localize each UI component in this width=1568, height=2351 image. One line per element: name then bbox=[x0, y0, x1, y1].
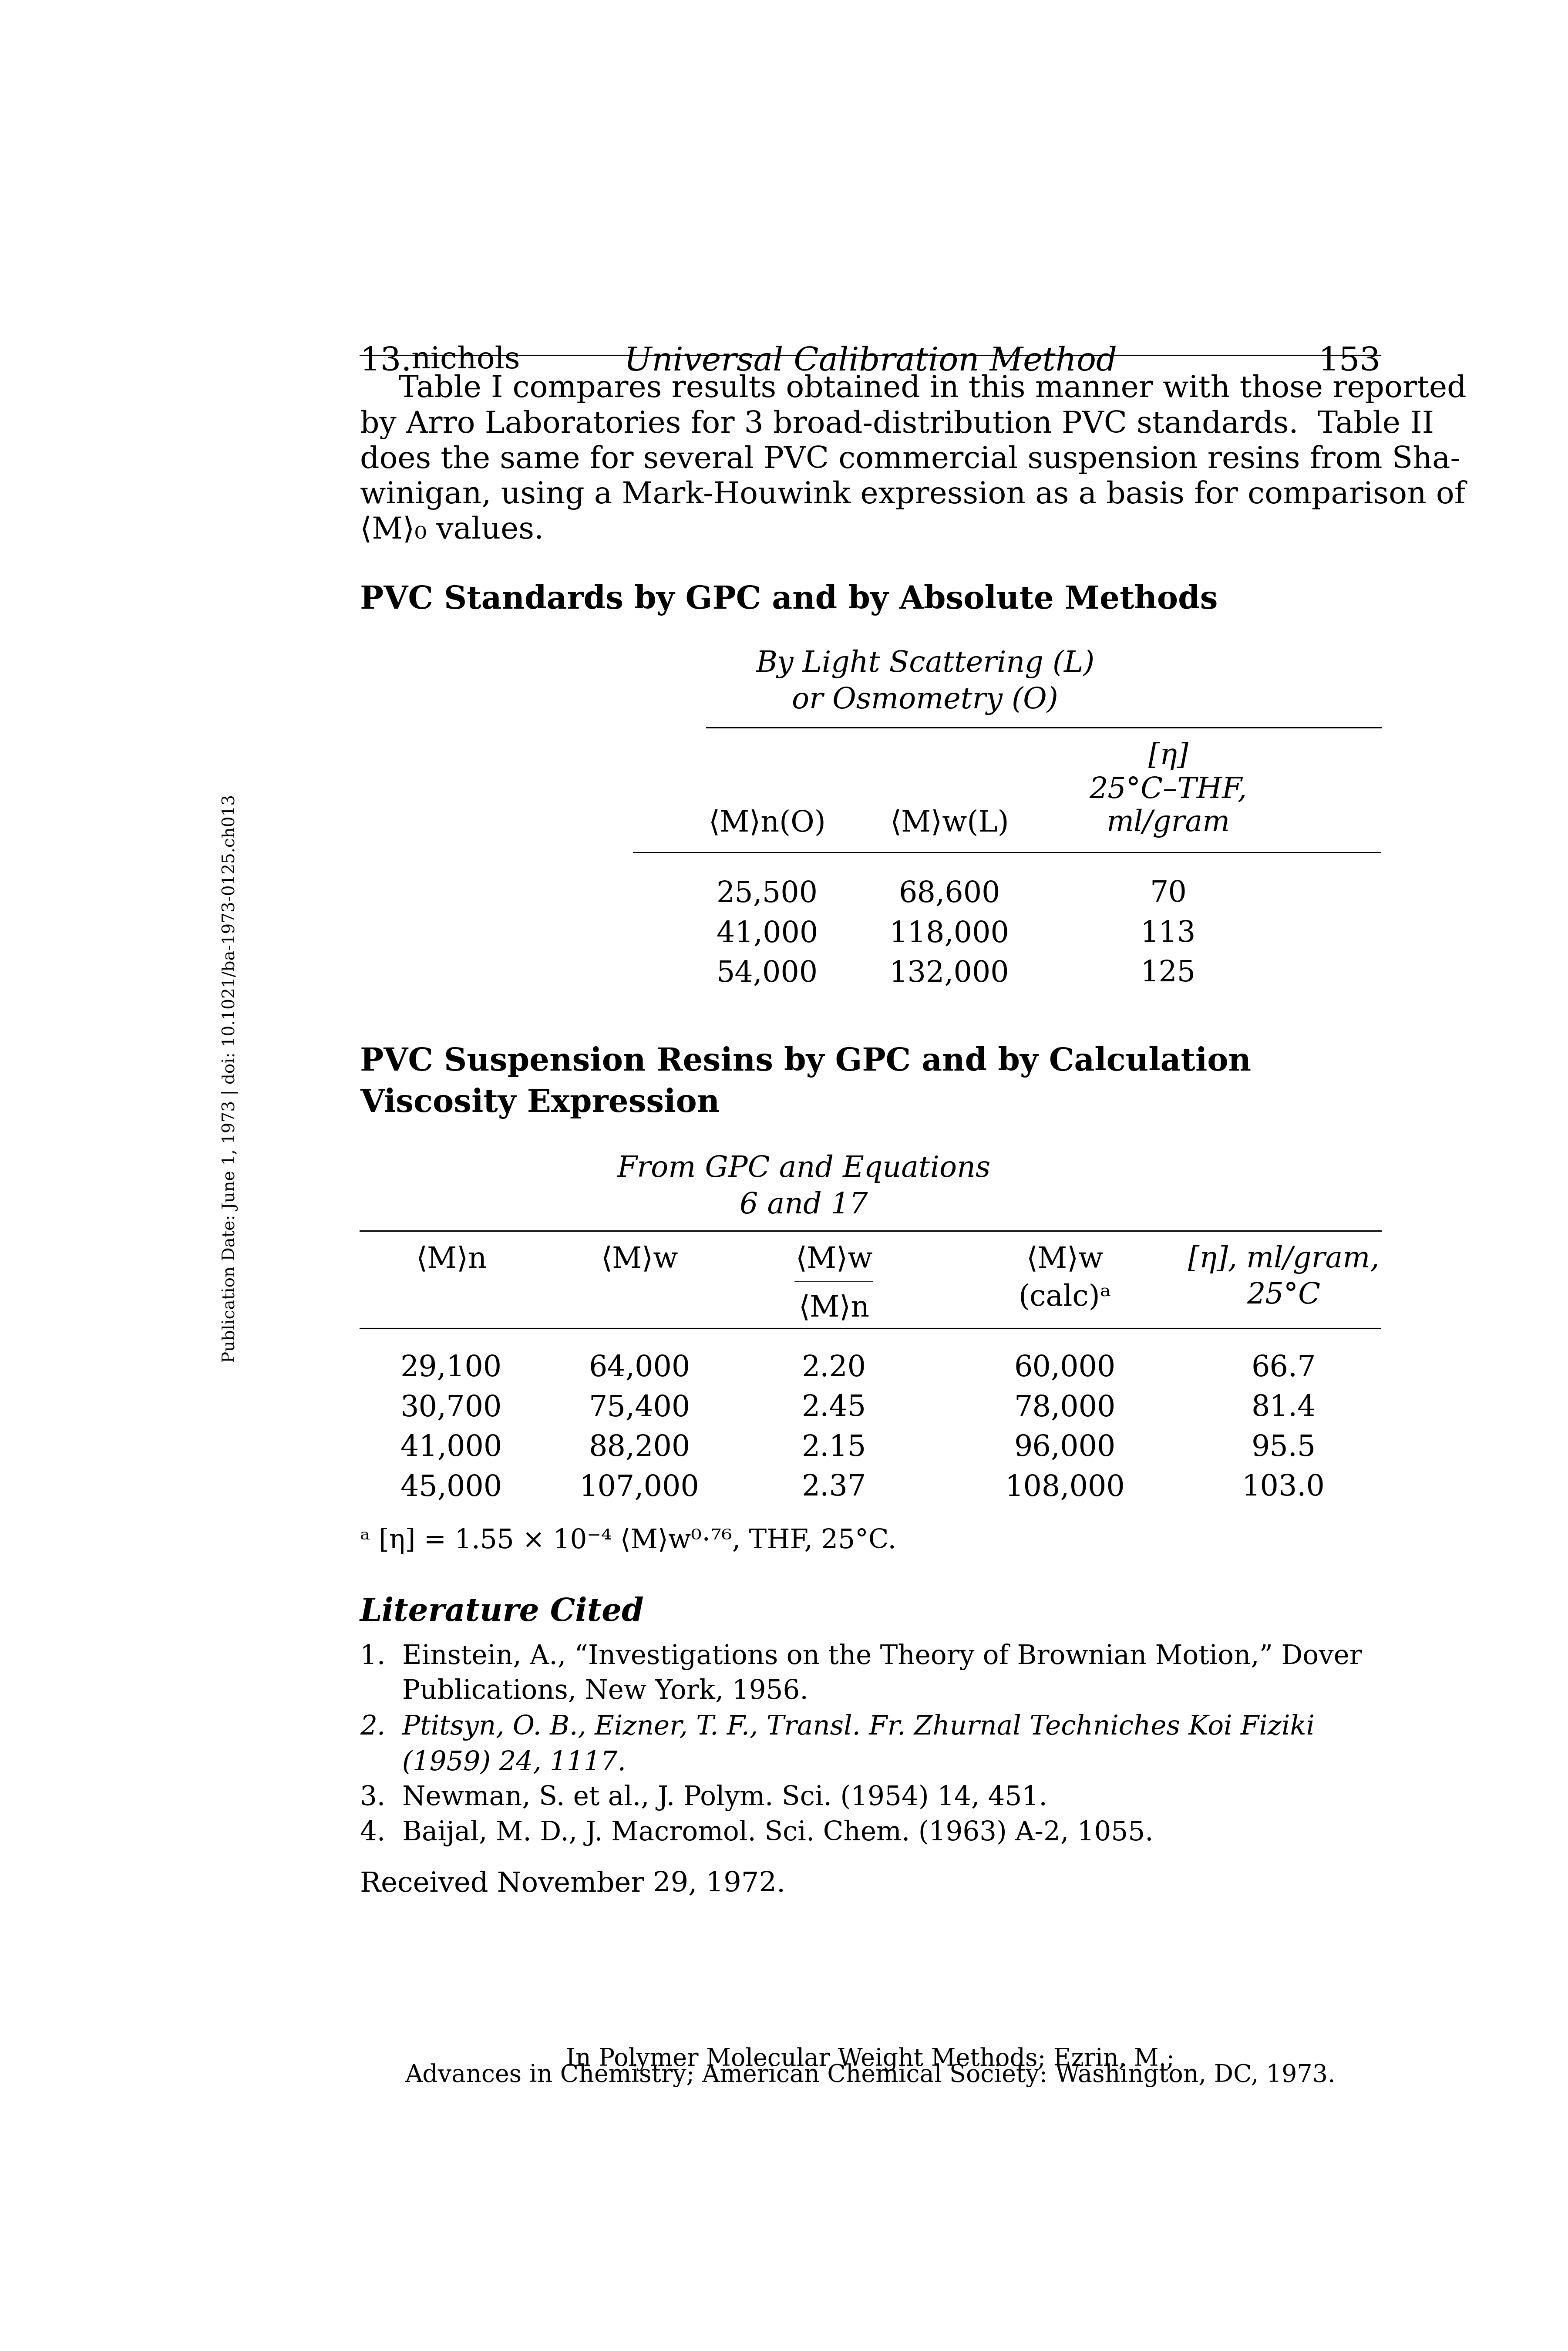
Text: 81.4: 81.4 bbox=[1251, 1394, 1316, 1422]
Text: 118,000: 118,000 bbox=[889, 919, 1010, 947]
Text: By Light Scattering (L): By Light Scattering (L) bbox=[756, 649, 1094, 679]
Text: ⟨M⟩w(L): ⟨M⟩w(L) bbox=[891, 809, 1008, 837]
Text: Universal Calibration Method: Universal Calibration Method bbox=[624, 346, 1116, 376]
Text: ⟨M⟩n: ⟨M⟩n bbox=[416, 1246, 486, 1274]
Text: 6 and 17: 6 and 17 bbox=[740, 1192, 867, 1220]
Text: 2.  Ptitsyn, O. B., Eizner, T. F., Transl. Fr. Zhurnal Techniches Koi Fiziki: 2. Ptitsyn, O. B., Eizner, T. F., Transl… bbox=[361, 1714, 1314, 1740]
Text: 41,000: 41,000 bbox=[400, 1434, 502, 1462]
Text: 132,000: 132,000 bbox=[889, 959, 1010, 987]
Text: ⟨M⟩w: ⟨M⟩w bbox=[795, 1246, 872, 1274]
Text: 45,000: 45,000 bbox=[400, 1474, 502, 1502]
Text: Literature Cited: Literature Cited bbox=[361, 1596, 644, 1627]
Text: 54,000: 54,000 bbox=[717, 959, 818, 987]
Text: 1.  Einstein, A., “Investigations on the Theory of Brownian Motion,” Dover: 1. Einstein, A., “Investigations on the … bbox=[361, 1643, 1363, 1669]
Text: 78,000: 78,000 bbox=[1014, 1394, 1116, 1422]
Text: 13.: 13. bbox=[361, 346, 412, 376]
Text: 25°C–THF,: 25°C–THF, bbox=[1090, 776, 1247, 804]
Text: [η], ml/gram,: [η], ml/gram, bbox=[1189, 1246, 1380, 1274]
Text: 25°C: 25°C bbox=[1247, 1281, 1320, 1310]
Text: 125: 125 bbox=[1140, 959, 1196, 987]
Text: 2.15: 2.15 bbox=[801, 1434, 866, 1462]
Text: Table I compares results obtained in this manner with those reported: Table I compares results obtained in thi… bbox=[361, 374, 1466, 404]
Text: 88,200: 88,200 bbox=[588, 1434, 690, 1462]
Text: ⟨M⟩w: ⟨M⟩w bbox=[601, 1246, 677, 1274]
Text: does the same for several PVC commercial suspension resins from Sha-: does the same for several PVC commercial… bbox=[361, 444, 1460, 475]
Text: 2.37: 2.37 bbox=[801, 1474, 866, 1502]
Text: ⟨M⟩w: ⟨M⟩w bbox=[1027, 1246, 1104, 1274]
Text: or Osmometry (O): or Osmometry (O) bbox=[792, 686, 1058, 715]
Text: nichols: nichols bbox=[411, 346, 521, 374]
Text: 41,000: 41,000 bbox=[717, 919, 818, 947]
Text: 95.5: 95.5 bbox=[1251, 1434, 1316, 1462]
Text: Publications, New York, 1956.: Publications, New York, 1956. bbox=[361, 1679, 809, 1704]
Text: ⟨M⟩n(O): ⟨M⟩n(O) bbox=[709, 809, 826, 837]
Text: 30,700: 30,700 bbox=[400, 1394, 502, 1422]
Text: [η]: [η] bbox=[1148, 743, 1189, 771]
Text: 68,600: 68,600 bbox=[898, 879, 1000, 907]
Text: PVC Standards by GPC and by Absolute Methods: PVC Standards by GPC and by Absolute Met… bbox=[361, 585, 1218, 616]
Text: 64,000: 64,000 bbox=[588, 1354, 690, 1382]
Text: winigan, using a Mark-Houwink expression as a basis for comparison of: winigan, using a Mark-Houwink expression… bbox=[361, 480, 1466, 510]
Text: 60,000: 60,000 bbox=[1014, 1354, 1116, 1382]
Text: In Polymer Molecular Weight Methods; Ezrin, M.;: In Polymer Molecular Weight Methods; Ezr… bbox=[566, 2048, 1174, 2071]
Text: ⟨M⟩n: ⟨M⟩n bbox=[798, 1293, 870, 1324]
Text: Publication Date: June 1, 1973 | doi: 10.1021/ba-1973-0125.ch013: Publication Date: June 1, 1973 | doi: 10… bbox=[221, 795, 238, 1364]
Text: 2.20: 2.20 bbox=[801, 1354, 866, 1382]
Text: ᵃ [η] = 1.55 × 10⁻⁴ ⟨M⟩w⁰⋅⁷⁶, THF, 25°C.: ᵃ [η] = 1.55 × 10⁻⁴ ⟨M⟩w⁰⋅⁷⁶, THF, 25°C. bbox=[361, 1528, 897, 1554]
Text: (calc)ᵃ: (calc)ᵃ bbox=[1018, 1284, 1112, 1312]
Text: 29,100: 29,100 bbox=[400, 1354, 502, 1382]
Text: 4.  Baijal, M. D., J. Macromol. Sci. Chem. (1963) A-2, 1055.: 4. Baijal, M. D., J. Macromol. Sci. Chem… bbox=[361, 1820, 1154, 1846]
Text: 103.0: 103.0 bbox=[1242, 1474, 1325, 1502]
Text: 96,000: 96,000 bbox=[1014, 1434, 1116, 1462]
Text: 113: 113 bbox=[1140, 919, 1196, 947]
Text: ⟨M⟩₀ values.: ⟨M⟩₀ values. bbox=[361, 515, 544, 545]
Text: 108,000: 108,000 bbox=[1005, 1474, 1124, 1502]
Text: Received November 29, 1972.: Received November 29, 1972. bbox=[361, 1871, 786, 1897]
Text: From GPC and Equations: From GPC and Equations bbox=[616, 1154, 991, 1183]
Text: by Arro Laboratories for 3 broad-distribution PVC standards.  Table II: by Arro Laboratories for 3 broad-distrib… bbox=[361, 409, 1435, 440]
Text: PVC Suspension Resins by GPC and by Calculation: PVC Suspension Resins by GPC and by Calc… bbox=[361, 1046, 1251, 1077]
Text: 3.  Newman, S. et al., J. Polym. Sci. (1954) 14, 451.: 3. Newman, S. et al., J. Polym. Sci. (19… bbox=[361, 1784, 1047, 1810]
Text: 153: 153 bbox=[1319, 346, 1381, 376]
Text: Advances in Chemistry; American Chemical Society: Washington, DC, 1973.: Advances in Chemistry; American Chemical… bbox=[405, 2064, 1336, 2088]
Text: 75,400: 75,400 bbox=[588, 1394, 690, 1422]
Text: 107,000: 107,000 bbox=[580, 1474, 699, 1502]
Text: 70: 70 bbox=[1149, 879, 1187, 907]
Text: 25,500: 25,500 bbox=[717, 879, 818, 907]
Text: Viscosity Expression: Viscosity Expression bbox=[361, 1089, 720, 1119]
Text: 2.45: 2.45 bbox=[801, 1394, 866, 1422]
Text: (1959) 24, 1117.: (1959) 24, 1117. bbox=[361, 1749, 626, 1775]
Text: 66.7: 66.7 bbox=[1251, 1354, 1316, 1382]
Text: ml/gram: ml/gram bbox=[1107, 809, 1229, 837]
